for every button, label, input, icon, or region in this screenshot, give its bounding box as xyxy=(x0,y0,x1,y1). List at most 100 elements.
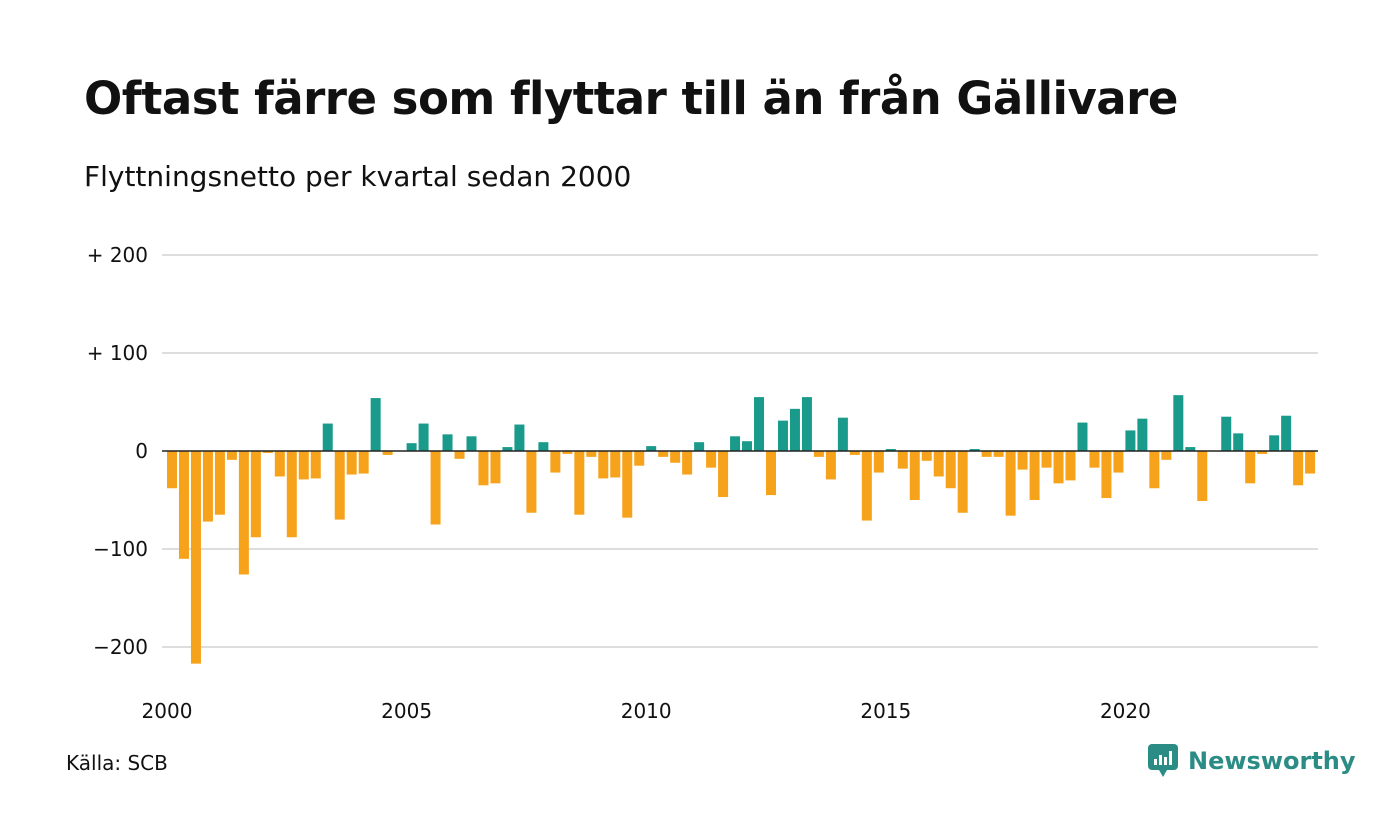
bar-2005-q4 xyxy=(442,434,453,451)
x-axis-labels: 2000 2005 2010 2015 2020 xyxy=(142,699,1151,723)
bar-2021-q1 xyxy=(1173,395,1184,451)
bar-2002-q3 xyxy=(286,451,297,538)
bar-2007-q1 xyxy=(502,447,513,451)
bar-2018-q1 xyxy=(1029,451,1040,500)
bar-2006-q4 xyxy=(490,451,501,484)
bars xyxy=(167,395,1316,664)
bar-2023-q4 xyxy=(1305,451,1316,474)
bar-2003-q2 xyxy=(322,423,333,451)
y-tick-label: −100 xyxy=(93,537,148,561)
bar-2007-q2 xyxy=(514,424,525,451)
bar-2000-q3 xyxy=(190,451,201,664)
bar-2013-q2 xyxy=(801,397,812,451)
y-tick-label: + 100 xyxy=(87,341,148,365)
bar-2003-q4 xyxy=(346,451,357,475)
y-axis-labels: + 200 + 100 0 −100 −200 xyxy=(87,243,148,659)
bar-2008-q3 xyxy=(574,451,585,515)
bar-2019-q3 xyxy=(1101,451,1112,499)
bar-2011-q1 xyxy=(694,442,705,451)
bar-2014-q4 xyxy=(873,451,884,473)
bar-2002-q4 xyxy=(298,451,309,480)
bar-2012-q2 xyxy=(754,397,765,451)
bar-2007-q3 xyxy=(526,451,537,513)
bar-2012-q4 xyxy=(777,420,788,451)
chart-subtitle: Flyttningsnetto per kvartal sedan 2000 xyxy=(84,160,632,193)
bar-2022-q4 xyxy=(1257,451,1268,454)
bar-2020-q4 xyxy=(1161,451,1172,460)
bar-2017-q4 xyxy=(1017,451,1028,470)
bar-2019-q1 xyxy=(1077,422,1088,451)
y-tick-label: 0 xyxy=(135,439,148,463)
bar-2022-q1 xyxy=(1221,416,1232,451)
bar-2010-q4 xyxy=(682,451,693,475)
bar-2010-q2 xyxy=(658,451,669,457)
bar-2023-q3 xyxy=(1293,451,1304,486)
bar-2009-q3 xyxy=(622,451,633,518)
bar-2001-q3 xyxy=(238,451,249,575)
bar-2001-q4 xyxy=(250,451,261,538)
bar-2016-q1 xyxy=(933,451,944,477)
bar-2020-q3 xyxy=(1149,451,1160,489)
bar-2001-q2 xyxy=(226,451,237,460)
bar-2011-q4 xyxy=(730,436,741,451)
bar-2010-q1 xyxy=(646,446,657,451)
bar-2017-q1 xyxy=(981,451,992,457)
bar-2005-q3 xyxy=(430,451,441,525)
source-note: Källa: SCB xyxy=(66,751,168,775)
bar-2013-q4 xyxy=(825,451,836,480)
bar-2002-q1 xyxy=(262,451,273,453)
x-tick-label: 2020 xyxy=(1100,699,1151,723)
bar-2012-q3 xyxy=(766,451,776,496)
bar-2003-q3 xyxy=(334,451,345,520)
bar-2016-q4 xyxy=(969,449,980,451)
bar-2006-q1 xyxy=(454,451,465,459)
x-tick-label: 2010 xyxy=(621,699,672,723)
bar-2021-q3 xyxy=(1197,451,1208,501)
bar-2021-q2 xyxy=(1185,447,1196,451)
bar-2009-q2 xyxy=(610,451,621,478)
bar-2014-q3 xyxy=(861,451,872,521)
bar-2014-q2 xyxy=(849,451,860,455)
bar-2011-q2 xyxy=(706,451,717,468)
bar-2015-q4 xyxy=(921,451,932,461)
bar-2005-q2 xyxy=(418,423,429,451)
bar-2006-q2 xyxy=(466,436,477,451)
bar-2009-q4 xyxy=(634,451,645,466)
newsworthy-logo-icon xyxy=(1148,744,1178,777)
brand-name: Newsworthy xyxy=(1188,747,1356,775)
grid-lines xyxy=(162,254,1318,648)
bar-2018-q3 xyxy=(1053,451,1064,484)
bar-2020-q1 xyxy=(1125,430,1136,451)
bar-2013-q3 xyxy=(813,451,824,457)
brand-logo: Newsworthy xyxy=(1148,744,1356,778)
bar-2004-q3 xyxy=(382,451,393,455)
bar-2017-q3 xyxy=(1005,451,1016,516)
bar-2004-q1 xyxy=(358,451,369,474)
bar-2019-q2 xyxy=(1089,451,1100,468)
bar-2015-q1 xyxy=(885,449,896,451)
bar-2022-q2 xyxy=(1233,433,1244,451)
x-tick-label: 2000 xyxy=(142,699,193,723)
bar-2012-q1 xyxy=(742,441,753,451)
bar-2008-q1 xyxy=(550,451,561,473)
bar-2016-q2 xyxy=(945,451,956,489)
bar-2020-q2 xyxy=(1137,418,1148,451)
bar-2009-q1 xyxy=(598,451,609,479)
bar-2002-q2 xyxy=(274,451,285,477)
bar-2014-q1 xyxy=(837,417,848,451)
bar-2006-q3 xyxy=(478,451,489,486)
bar-2023-q1 xyxy=(1269,435,1280,451)
bar-2015-q3 xyxy=(909,451,920,500)
bar-2000-q1 xyxy=(167,451,177,489)
bar-2023-q2 xyxy=(1281,415,1292,451)
bar-2008-q4 xyxy=(586,451,597,457)
bar-2018-q2 xyxy=(1041,451,1052,468)
bar-2008-q2 xyxy=(562,451,573,454)
bar-2022-q3 xyxy=(1245,451,1256,484)
bar-2003-q1 xyxy=(310,451,321,479)
bar-2007-q4 xyxy=(538,442,549,451)
x-tick-label: 2005 xyxy=(381,699,432,723)
bar-2013-q1 xyxy=(789,408,800,451)
bar-2011-q3 xyxy=(718,451,729,498)
bar-2010-q3 xyxy=(670,451,681,463)
